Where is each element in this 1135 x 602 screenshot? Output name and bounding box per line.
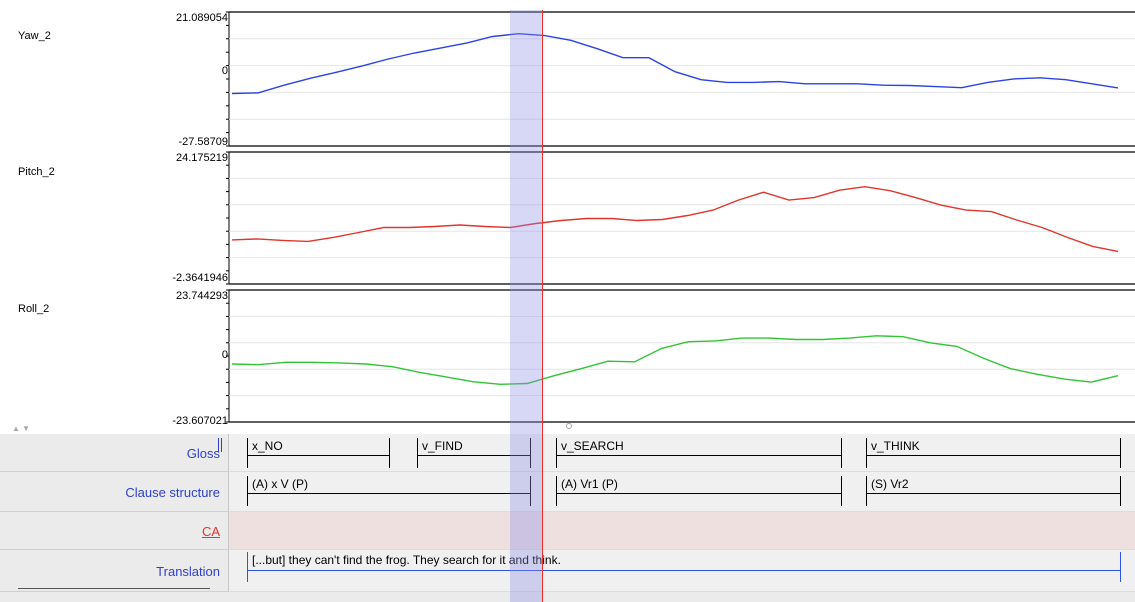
roll-min-label: -23.607021 [172, 415, 228, 427]
yaw-axis: 21.089054 0 -27.58709 [140, 0, 228, 150]
tier-label-gloss: Gloss [186, 446, 220, 461]
tier-row-clause-structure: Clause structure (A) x V (P) (A) Vr1 (P)… [0, 472, 1135, 512]
annotation-text: (A) Vr1 (P) [561, 477, 618, 491]
annotation-text: v_THINK [871, 439, 920, 453]
yaw-series-label: Yaw_2 [18, 30, 51, 42]
plot-canvas[interactable] [0, 0, 1135, 430]
annotation-clause[interactable]: (A) Vr1 (P) [556, 476, 842, 506]
tier-divider [18, 588, 210, 589]
yaw-zero-label: 0 [221, 65, 228, 77]
tier-row-translation: Translation [...but] they can't find the… [0, 550, 1135, 592]
annotation-clause[interactable]: (A) x V (P) [247, 476, 531, 506]
annotation-gloss[interactable]: x_NO [247, 438, 390, 468]
tier-header-clause-structure[interactable]: Clause structure [0, 472, 229, 512]
tier-footer [0, 592, 1135, 602]
annotation-translation[interactable]: [...but] they can't find the frog. They … [247, 552, 1121, 582]
pitch-series-label: Pitch_2 [18, 166, 55, 178]
tier-track-clause-structure[interactable]: (A) x V (P) (A) Vr1 (P) (S) Vr2 [229, 472, 1135, 512]
crosshair-cursor[interactable] [542, 10, 543, 602]
tier-track-gloss[interactable]: x_NO v_FIND v_SEARCH v_THINK [229, 434, 1135, 472]
tier-header-translation[interactable]: Translation [0, 550, 229, 592]
roll-zero-label: 0 [221, 349, 228, 361]
tier-label-ca: CA [201, 524, 220, 539]
tier-resize-icon[interactable] [218, 438, 222, 452]
yaw-min-label: -27.58709 [178, 136, 228, 148]
annotation-text: (S) Vr2 [871, 477, 909, 491]
roll-panel [226, 289, 1135, 423]
pitch-min-label: -2.3641946 [172, 272, 228, 284]
splitter-handle-icon[interactable] [566, 423, 572, 429]
pitch-axis: 24.175219 -2.3641946 [140, 150, 228, 290]
annotation-text: (A) x V (P) [252, 477, 308, 491]
tier-row-gloss: Gloss x_NO v_FIND v_SEARCH v_THINK [0, 434, 1135, 472]
roll-axis: 23.744293 0 -23.607021 [140, 288, 228, 428]
annotation-text: v_FIND [422, 439, 463, 453]
tier-label-translation: Translation [156, 564, 220, 579]
tier-header-gloss[interactable]: Gloss [0, 434, 229, 472]
pitch-max-label: 24.175219 [176, 152, 228, 164]
annotation-clause[interactable]: (S) Vr2 [866, 476, 1121, 506]
annotation-gloss[interactable]: v_THINK [866, 438, 1121, 468]
yaw-panel [226, 11, 1135, 147]
annotation-gloss[interactable]: v_SEARCH [556, 438, 842, 468]
roll-series-label: Roll_2 [18, 303, 50, 315]
roll-max-label: 23.744293 [176, 290, 228, 302]
pitch-series-line [231, 185, 1119, 253]
annotation-gloss[interactable]: v_FIND [417, 438, 531, 468]
yaw-max-label: 21.089054 [176, 12, 228, 24]
annotation-text: x_NO [252, 439, 283, 453]
annotation-text: [...but] they can't find the frog. They … [252, 553, 561, 567]
tier-row-ca: CA [0, 512, 1135, 550]
tier-track-ca[interactable] [229, 512, 1135, 550]
pitch-panel [226, 151, 1135, 285]
splitter-arrows-icon[interactable]: ▲ ▼ [12, 424, 31, 433]
tier-track-translation[interactable]: [...but] they can't find the frog. They … [229, 550, 1135, 592]
yaw-series-line [231, 32, 1119, 95]
time-selection[interactable] [510, 10, 543, 602]
roll-series-line [231, 335, 1119, 386]
tier-header-ca[interactable]: CA [0, 512, 229, 550]
tier-label-clause-structure: Clause structure [125, 485, 220, 500]
annotation-text: v_SEARCH [561, 439, 624, 453]
timeseries-viewer: Yaw_2 21.089054 0 -27.58709 Pitch_2 24.1… [0, 0, 1135, 430]
